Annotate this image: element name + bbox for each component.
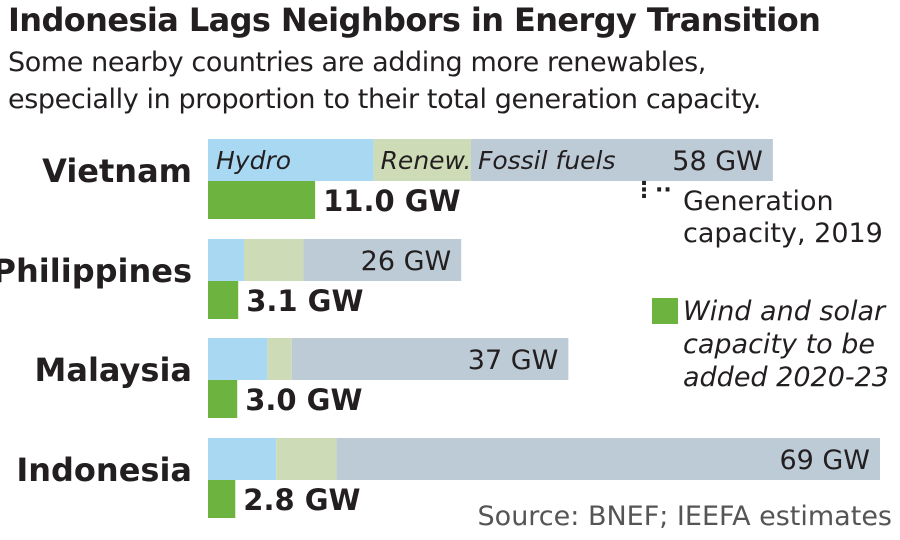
vietnam-category-label: Vietnam (42, 152, 192, 190)
added-legend-line-1: Wind and solar (683, 296, 886, 327)
indonesia-renew-bar (276, 438, 337, 480)
malaysia-renew-bar (267, 338, 292, 380)
indonesia-category-label: Indonesia (16, 451, 192, 489)
source-note: Source: BNEF; IEEFA estimates (477, 501, 892, 532)
segment-label-fossil-fuels: Fossil fuels (478, 146, 616, 175)
philippines-fossil-bar (303, 239, 462, 281)
capacity-annotation-line-1: Generation (683, 186, 834, 217)
malaysia-category-label: Malaysia (35, 351, 192, 389)
capacity-annotation-line-2: capacity, 2019 (683, 218, 883, 249)
philippines-category-label: Philippines (0, 252, 192, 290)
chart-subtitle: Some nearby countries are adding more re… (8, 44, 761, 118)
malaysia-added-label: 3.0 GW (245, 383, 362, 417)
indonesia-total-label: 69 GW (779, 445, 870, 476)
indonesia-added-label: 2.8 GW (243, 483, 360, 517)
philippines-total-label: 26 GW (361, 246, 452, 277)
malaysia-hydro-bar (208, 338, 268, 380)
philippines-hydro-bar (208, 239, 245, 281)
philippines-renew-bar (244, 239, 304, 281)
capacity-annotation: Generation capacity, 2019 (683, 186, 883, 250)
added-capacity-legend-swatch (652, 298, 678, 324)
vietnam-added-bar (208, 181, 316, 219)
added-legend-line-3: added 2020-23 (683, 362, 889, 393)
malaysia-fossil-bar (291, 338, 569, 380)
indonesia-added-bar (208, 480, 236, 518)
subtitle-line-1: Some nearby countries are adding more re… (8, 47, 706, 78)
indonesia-hydro-bar (208, 438, 277, 480)
vietnam-total-label: 58 GW (672, 146, 763, 177)
capacity-leader-dots: ⋮·· (633, 178, 672, 203)
malaysia-added-bar (208, 380, 238, 418)
chart-title: Indonesia Lags Neighbors in Energy Trans… (8, 1, 821, 39)
added-capacity-legend-label: Wind and solar capacity to be added 2020… (683, 295, 889, 394)
vietnam-hydro-bar (208, 139, 374, 181)
indonesia-fossil-bar (336, 438, 880, 480)
philippines-added-label: 3.1 GW (246, 284, 363, 318)
vietnam-fossil-bar (470, 139, 773, 181)
segment-label-hydro: Hydro (216, 146, 291, 175)
philippines-added-bar (208, 281, 239, 319)
malaysia-total-label: 37 GW (468, 345, 559, 376)
added-legend-line-2: capacity to be (683, 329, 876, 360)
vietnam-renew-bar (373, 139, 471, 181)
subtitle-line-2: especially in proportion to their total … (8, 84, 761, 115)
segment-label-renew-: Renew. (381, 146, 472, 175)
vietnam-added-label: 11.0 GW (323, 184, 460, 218)
